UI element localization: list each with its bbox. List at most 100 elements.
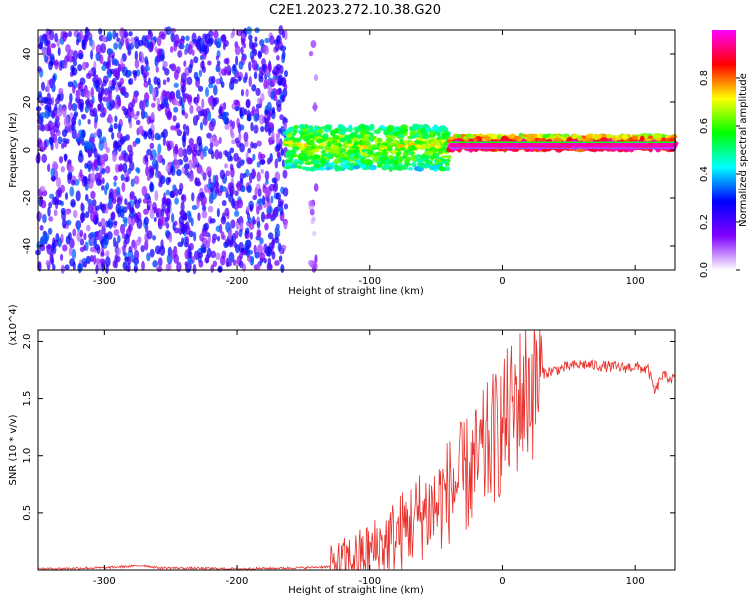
spectrogram-x-axis-label: Height of straight line (km): [288, 286, 424, 297]
heatmap-cell: [233, 242, 238, 249]
heatmap-cell: [205, 87, 209, 98]
heatmap-cell: [120, 57, 124, 68]
heatmap-cell: [77, 64, 83, 72]
heatmap-cell: [215, 55, 219, 61]
heatmap-cell: [198, 260, 204, 268]
heatmap-cell: [54, 139, 59, 150]
heatmap-cell: [207, 60, 212, 66]
heatmap-cell: [436, 132, 441, 136]
heatmap-cell: [94, 79, 100, 88]
heatmap-cell: [50, 175, 56, 182]
heatmap-cell: [265, 78, 270, 89]
heatmap-cell: [39, 185, 46, 192]
heatmap-cell: [304, 136, 311, 142]
heatmap-cell: [209, 136, 216, 143]
heatmap-cell: [71, 122, 75, 131]
heatmap-cell: [228, 251, 235, 263]
heatmap-cell: [85, 193, 89, 202]
heatmap-cell: [172, 184, 177, 192]
heatmap-cell: [53, 195, 60, 205]
heatmap-cell: [220, 231, 225, 240]
heatmap-cell: [61, 142, 65, 149]
heatmap-cell: [349, 133, 355, 138]
heatmap-cell: [332, 134, 340, 140]
heatmap-cell: [128, 121, 133, 129]
heatmap-cell: [576, 134, 583, 141]
heatmap-cell: [81, 61, 87, 71]
heatmap-cell: [191, 192, 195, 202]
heatmap-cell: [143, 111, 148, 119]
heatmap-cell: [114, 115, 118, 123]
snr-x-tick-label: -300: [93, 576, 116, 587]
heatmap-cell: [170, 32, 176, 43]
heatmap-cell: [354, 153, 359, 160]
heatmap-cell: [260, 93, 265, 102]
heatmap-cell: [259, 39, 265, 47]
heatmap-cell: [647, 135, 654, 140]
heatmap-cell: [68, 165, 75, 173]
heatmap-cell: [354, 129, 360, 134]
heatmap-cell: [169, 46, 174, 53]
heatmap-cell: [191, 204, 198, 211]
heatmap-cell: [275, 99, 282, 108]
heatmap-cell: [169, 190, 175, 198]
heatmap-cell: [212, 84, 218, 96]
heatmap-cell: [308, 140, 315, 146]
heatmap-cell: [422, 133, 430, 140]
heatmap-cell: [238, 228, 243, 238]
heatmap-cell: [83, 89, 90, 98]
heatmap-cell: [65, 138, 70, 145]
heatmap-cell: [239, 250, 244, 260]
heatmap-cell: [38, 139, 43, 150]
heatmap-cell: [436, 142, 441, 147]
heatmap-cell: [39, 212, 43, 219]
heatmap-cell: [419, 124, 424, 129]
heatmap-cell: [339, 130, 346, 136]
heatmap-cell: [259, 237, 264, 245]
heatmap-cell: [222, 42, 226, 51]
heatmap-cell: [387, 160, 393, 165]
heatmap-cell: [246, 115, 252, 122]
heatmap-cell: [238, 132, 242, 142]
heatmap-cell: [432, 152, 440, 158]
heatmap-cell: [170, 125, 176, 131]
heatmap-cell: [273, 181, 279, 192]
heatmap-cell: [84, 162, 89, 169]
heatmap-cell: [113, 180, 117, 187]
colorbar-tick-label: 0.8: [699, 70, 710, 86]
heatmap-cell: [85, 255, 91, 265]
spectrogram-y-ticks: -40 -20 0 20 40: [22, 48, 675, 254]
heatmap-cell: [170, 165, 174, 173]
heatmap-cell: [151, 87, 156, 98]
heatmap-cell: [67, 232, 72, 240]
heatmap-cell: [52, 74, 56, 85]
heatmap-cell: [266, 157, 272, 165]
heatmap-cell: [177, 50, 183, 58]
heatmap-cell: [108, 188, 115, 199]
heatmap-cell: [249, 204, 253, 211]
heatmap-cell: [215, 225, 221, 232]
heatmap-cell: [61, 129, 68, 137]
spectrogram-y-tick-label: 0: [22, 147, 33, 153]
heatmap-cell: [127, 250, 134, 258]
heatmap-cell: [256, 220, 261, 229]
heatmap-cell: [438, 165, 444, 171]
heatmap-cell: [214, 149, 220, 160]
heatmap-cell: [164, 68, 170, 76]
heatmap-cell: [94, 113, 99, 124]
heatmap-cell: [44, 109, 50, 119]
heatmap-cell: [123, 152, 130, 163]
heatmap-cell: [245, 227, 250, 235]
heatmap-cell: [90, 236, 95, 245]
heatmap-cell: [324, 163, 332, 168]
heatmap-cell: [147, 29, 152, 36]
heatmap-cell: [143, 208, 148, 215]
heatmap-cell: [402, 152, 410, 156]
heatmap-cell: [269, 35, 275, 46]
heatmap-cell: [225, 187, 229, 194]
heatmap-cell: [215, 252, 221, 261]
snr-series: [37, 329, 676, 571]
heatmap-cell: [80, 202, 84, 212]
heatmap-cell: [97, 103, 101, 112]
heatmap-cell: [142, 198, 149, 204]
